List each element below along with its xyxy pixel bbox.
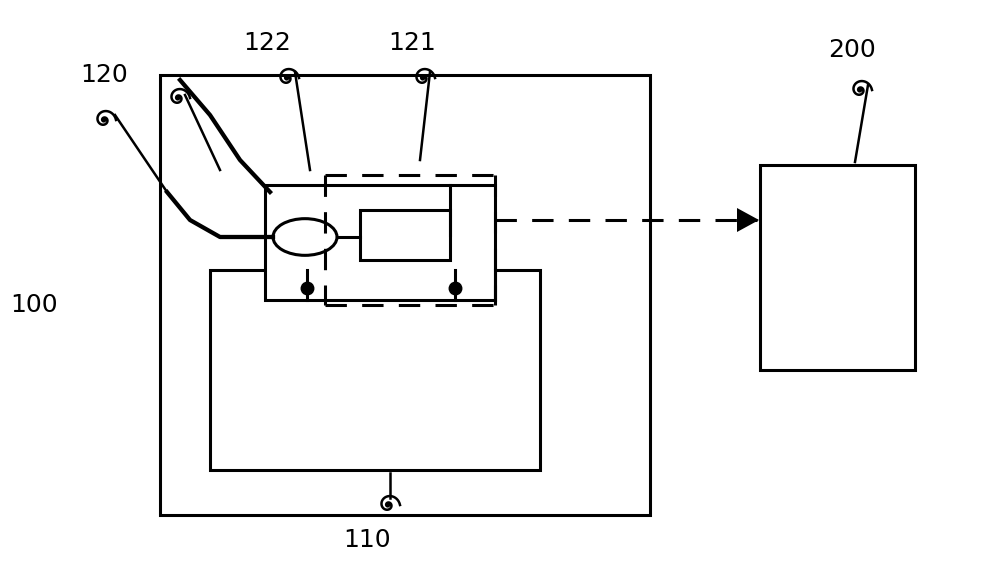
Text: 122: 122	[243, 31, 291, 55]
Text: 121: 121	[388, 31, 436, 55]
Bar	[265, 185, 495, 300]
Bar	[160, 75, 650, 515]
Polygon shape	[737, 208, 759, 232]
Bar	[210, 270, 540, 470]
Text: 200: 200	[828, 38, 876, 62]
Bar	[360, 210, 450, 260]
Text: 110: 110	[343, 528, 391, 552]
Text: 120: 120	[80, 63, 128, 87]
Bar	[760, 165, 915, 370]
Text: 100: 100	[10, 293, 58, 317]
